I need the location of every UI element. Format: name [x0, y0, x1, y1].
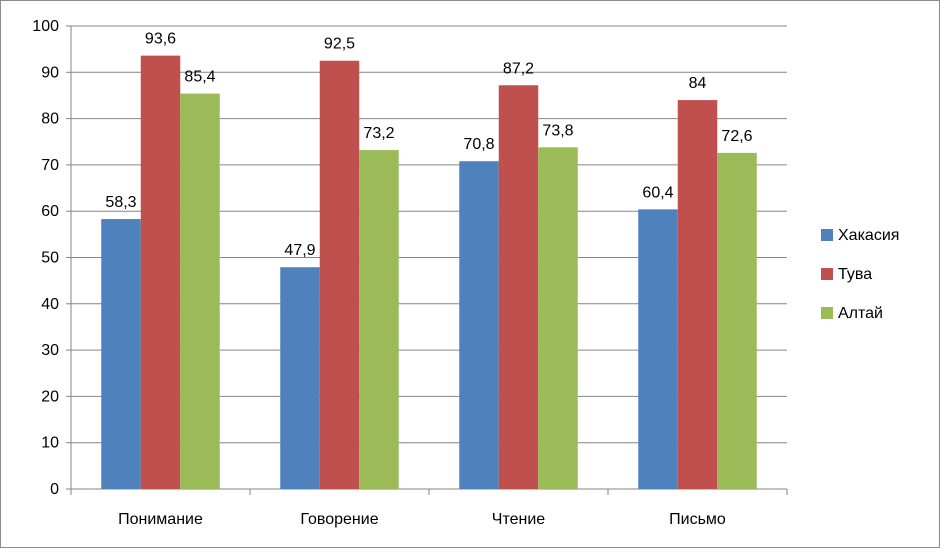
- legend: Хакасия Тува Алтай: [821, 227, 899, 322]
- data-label: 73,8: [542, 122, 573, 139]
- y-tick-label: 50: [41, 250, 59, 267]
- bar: [538, 147, 578, 489]
- x-tick-label: Говорение: [300, 511, 378, 528]
- bar: [498, 85, 539, 489]
- bar: [359, 150, 399, 490]
- legend-swatch: [821, 268, 833, 280]
- bar: [717, 152, 757, 489]
- bar: [280, 267, 320, 489]
- y-tick-label: 20: [41, 388, 59, 405]
- legend-label: Хакасия: [838, 227, 899, 244]
- y-tick-label: 70: [41, 157, 59, 174]
- bar: [459, 161, 499, 490]
- legend-label: Алтай: [838, 305, 883, 322]
- bar: [180, 93, 220, 490]
- data-label: 72,6: [721, 128, 752, 145]
- y-tick-label: 40: [41, 296, 59, 313]
- data-label: 93,6: [145, 31, 176, 48]
- x-tick-label: Понимание: [118, 511, 203, 528]
- data-label: 47,9: [284, 242, 315, 259]
- bar: [140, 55, 181, 490]
- data-label: 84: [689, 75, 707, 92]
- y-tick-label: 0: [50, 481, 59, 498]
- y-tick-label: 90: [41, 64, 59, 81]
- data-labels: 58,3 47,9 70,8 60,4 93,6 92,5 87,2 84 85,4 73,2 73…: [105, 31, 752, 260]
- bar: [638, 209, 678, 489]
- y-tick-label: 60: [41, 203, 59, 220]
- data-label: 85,4: [184, 69, 215, 86]
- data-label: 92,5: [324, 36, 355, 53]
- x-tick-label: Чтение: [492, 511, 545, 528]
- bars: [101, 55, 757, 490]
- x-tick-label: Письмо: [669, 511, 726, 528]
- data-label: 60,4: [642, 184, 673, 201]
- y-tick-label: 10: [41, 435, 59, 452]
- y-tick-label: 100: [32, 18, 59, 35]
- bar: [101, 219, 141, 490]
- bar: [677, 100, 718, 489]
- axes: 0 10 20 30 40 50 60 70 80 90 100 Понимание Говорение…: [32, 18, 788, 528]
- legend-swatch: [821, 307, 833, 319]
- legend-label: Тува: [838, 266, 872, 283]
- data-label: 73,2: [363, 125, 394, 142]
- legend-swatch: [821, 229, 833, 241]
- data-label: 70,8: [463, 136, 494, 153]
- y-tick-label: 30: [41, 342, 59, 359]
- y-tick-label: 80: [41, 111, 59, 128]
- bar: [319, 60, 360, 489]
- data-label: 58,3: [105, 194, 136, 211]
- data-label: 87,2: [503, 60, 534, 77]
